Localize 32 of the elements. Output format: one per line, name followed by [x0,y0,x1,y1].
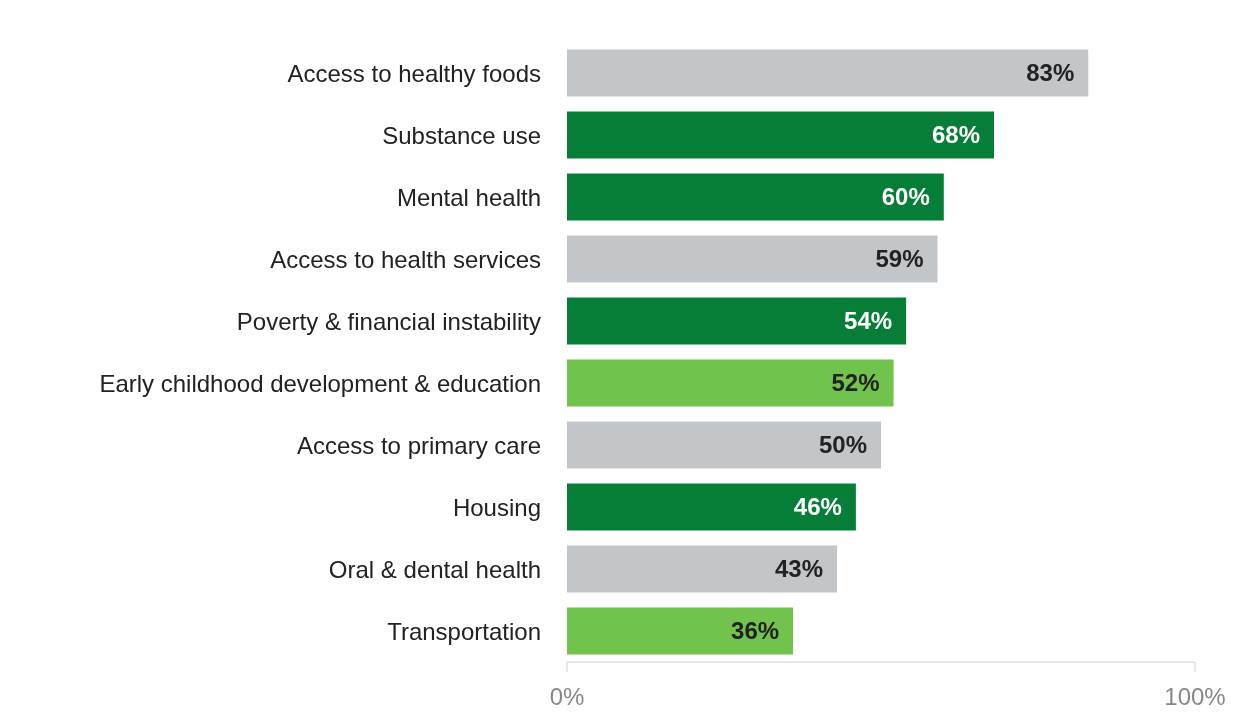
data-label: 46% [793,493,842,521]
data-label: 60% [881,183,930,211]
data-label: 68% [931,121,981,149]
bar [567,297,907,345]
bar [567,607,794,655]
data-label: 43% [774,555,824,583]
y-tick-label: Access to health services [270,245,541,273]
x-tick-label: 0% [549,683,585,711]
data-label: 50% [818,431,867,459]
bar [567,545,838,593]
y-tick-label: Access to healthy foods [287,59,541,87]
y-tick-label: Substance use [382,121,541,149]
bar [567,359,894,407]
bar [567,173,944,221]
y-tick-label: Early childhood development & education [99,369,541,397]
data-label: 52% [831,369,880,397]
bar [567,49,1089,97]
y-tick-label: Oral & dental health [328,555,541,583]
data-label: 36% [731,617,780,645]
bar [567,421,881,469]
data-label: 54% [844,307,893,335]
y-tick-label: Mental health [396,183,541,211]
bar [567,235,938,283]
y-tick-label: Access to primary care [296,431,541,459]
data-label: 83% [1026,59,1075,87]
y-tick-label: Housing [452,493,541,521]
x-tick-label: 100% [1164,683,1226,711]
data-label: 59% [875,245,924,273]
bar [567,483,856,531]
y-tick-label: Transportation [387,617,541,645]
bar [567,111,995,159]
y-tick-label: Poverty & financial instability [236,307,541,335]
